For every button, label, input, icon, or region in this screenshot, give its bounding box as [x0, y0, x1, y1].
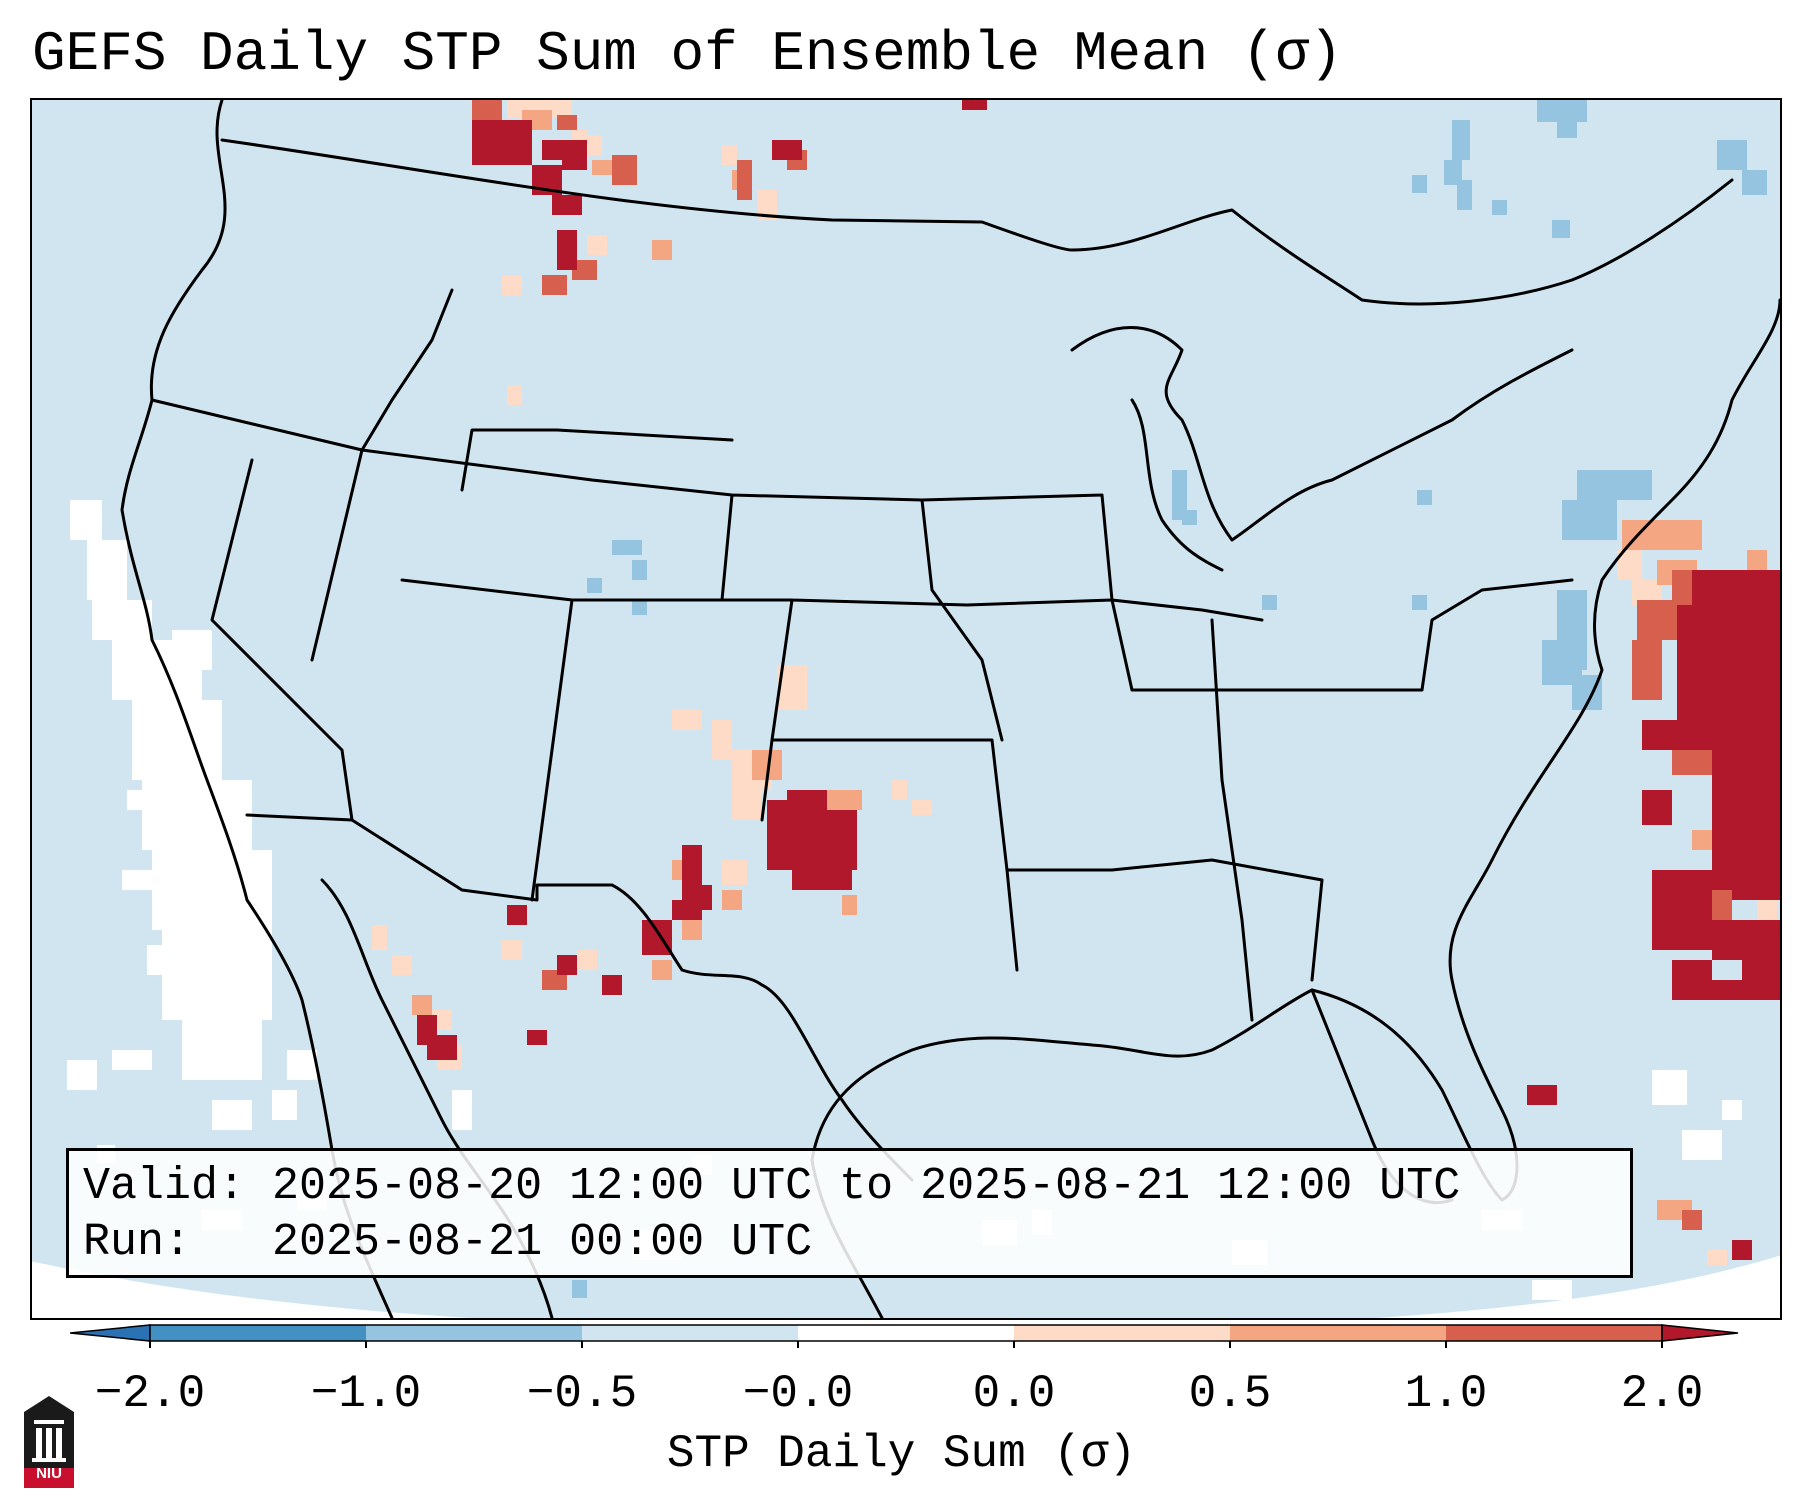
positive-anomaly-cells-extreme [417, 100, 1780, 1260]
state-boundaries [150, 288, 1574, 1022]
us-canada-border [220, 138, 1734, 306]
colorbar-tick-label: −0.5 [526, 1368, 638, 1420]
colorbar [70, 1324, 1739, 1348]
us-mexico-border [245, 813, 914, 1182]
colorbar-segment-5 [1014, 1325, 1230, 1341]
atlantic-coastline [1490, 298, 1780, 862]
colorbar-segment-2 [366, 1325, 582, 1341]
map-canvas [32, 100, 1780, 1318]
valid-time-text: Valid: 2025-08-20 12:00 UTC to 2025-08-2… [83, 1161, 1461, 1212]
map-panel [30, 98, 1782, 1320]
colorbar-segment-6 [1230, 1325, 1446, 1341]
great-lakes-outline [1070, 326, 1574, 572]
map-title: GEFS Daily STP Sum of Ensemble Mean (σ) [32, 22, 1343, 86]
logo-text: NIU [36, 1465, 62, 1482]
west-coastline [120, 100, 394, 1318]
colorbar-segment-7 [1446, 1325, 1662, 1341]
colorbar-tick-label: −1.0 [310, 1368, 422, 1420]
colorbar-segment-1 [150, 1325, 366, 1341]
coastlines-and-borders [120, 100, 1780, 1318]
colorbar-frame [149, 1324, 1663, 1342]
niu-logo-icon [24, 1396, 74, 1488]
colorbar-label: STP Daily Sum (σ) [666, 1428, 1137, 1480]
colorbar-segment-3 [582, 1325, 798, 1341]
run-time-text: Run: 2025-08-21 00:00 UTC [83, 1217, 813, 1268]
colorbar-over-extension [1661, 1324, 1739, 1342]
colorbar-tick-label: −2.0 [94, 1368, 206, 1420]
colorbar-under-extension [70, 1324, 151, 1342]
colorbar-tick-label: −0.0 [742, 1368, 854, 1420]
map-domain-background [32, 100, 1780, 1318]
colorbar-tick-marks [149, 1341, 1663, 1348]
colorbar-segment-4 [798, 1325, 1014, 1341]
colorbar-tick-label: 2.0 [1620, 1368, 1704, 1420]
near-zero-cells [67, 500, 1742, 1300]
colorbar-tick-label: 1.0 [1404, 1368, 1488, 1420]
colorbar-tick-label: 0.0 [972, 1368, 1056, 1420]
colorbar-tick-label: 0.5 [1188, 1368, 1272, 1420]
negative-anomaly-cells [572, 100, 1767, 1298]
valid-run-info-box: Valid: 2025-08-20 12:00 UTC to 2025-08-2… [66, 1148, 1633, 1278]
